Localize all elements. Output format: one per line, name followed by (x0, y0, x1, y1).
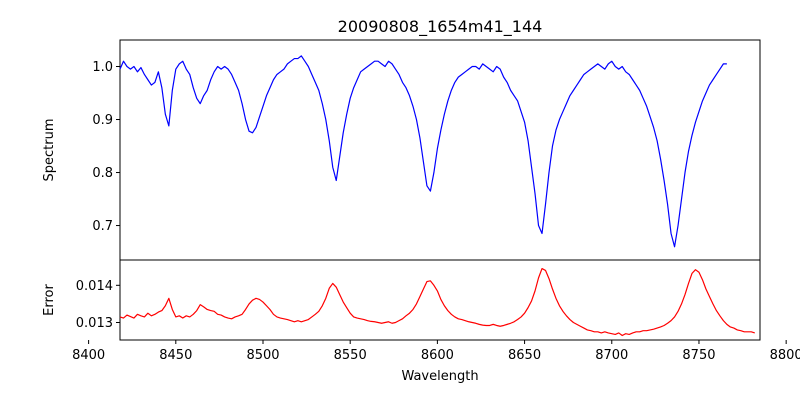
spectrum-y-ticks: 0.7 0.8 0.9 1.0 (92, 60, 120, 234)
spectrum-series-group (119, 55, 727, 248)
x-tick-label: 8600 (421, 348, 454, 363)
x-tick-label: 8450 (159, 348, 192, 363)
error-y-axis-label: Error (42, 284, 57, 316)
x-axis-ticks: 8400 8450 8500 8550 8600 8650 8700 8750 8800 (72, 340, 800, 363)
error-panel: 0.013 0.014 Error (42, 259, 761, 341)
spectrum-y-tick-label: 0.7 (92, 219, 113, 234)
x-tick-label: 8800 (770, 348, 800, 363)
error-y-tick-label: 0.013 (76, 316, 113, 331)
error-y-tick-label: 0.014 (76, 279, 113, 294)
x-tick-label: 8650 (508, 348, 541, 363)
x-tick-label: 8500 (246, 348, 279, 363)
spectrum-y-tick-label: 1.0 (92, 60, 113, 75)
spectrum-panel: 0.7 0.8 0.9 1.0 Spectrum (42, 39, 761, 261)
spectrum-y-tick-label: 0.8 (92, 166, 113, 181)
spectrum-series-line (119, 55, 727, 248)
spectrum-plot-frame (119, 39, 761, 261)
x-axis-label: Wavelength (401, 369, 478, 384)
x-tick-label: 8550 (334, 348, 367, 363)
error-series-group (119, 267, 755, 337)
error-plot-frame (119, 259, 761, 341)
error-series-line (119, 267, 755, 337)
chart-title: 20090808_1654m41_144 (338, 17, 543, 37)
spectrum-y-tick-label: 0.9 (92, 113, 113, 128)
error-y-ticks: 0.013 0.014 (76, 279, 120, 331)
x-tick-label: 8700 (595, 348, 628, 363)
spectrum-y-axis-label: Spectrum (42, 119, 57, 182)
x-tick-label: 8400 (72, 348, 105, 363)
x-tick-label: 8750 (682, 348, 715, 363)
